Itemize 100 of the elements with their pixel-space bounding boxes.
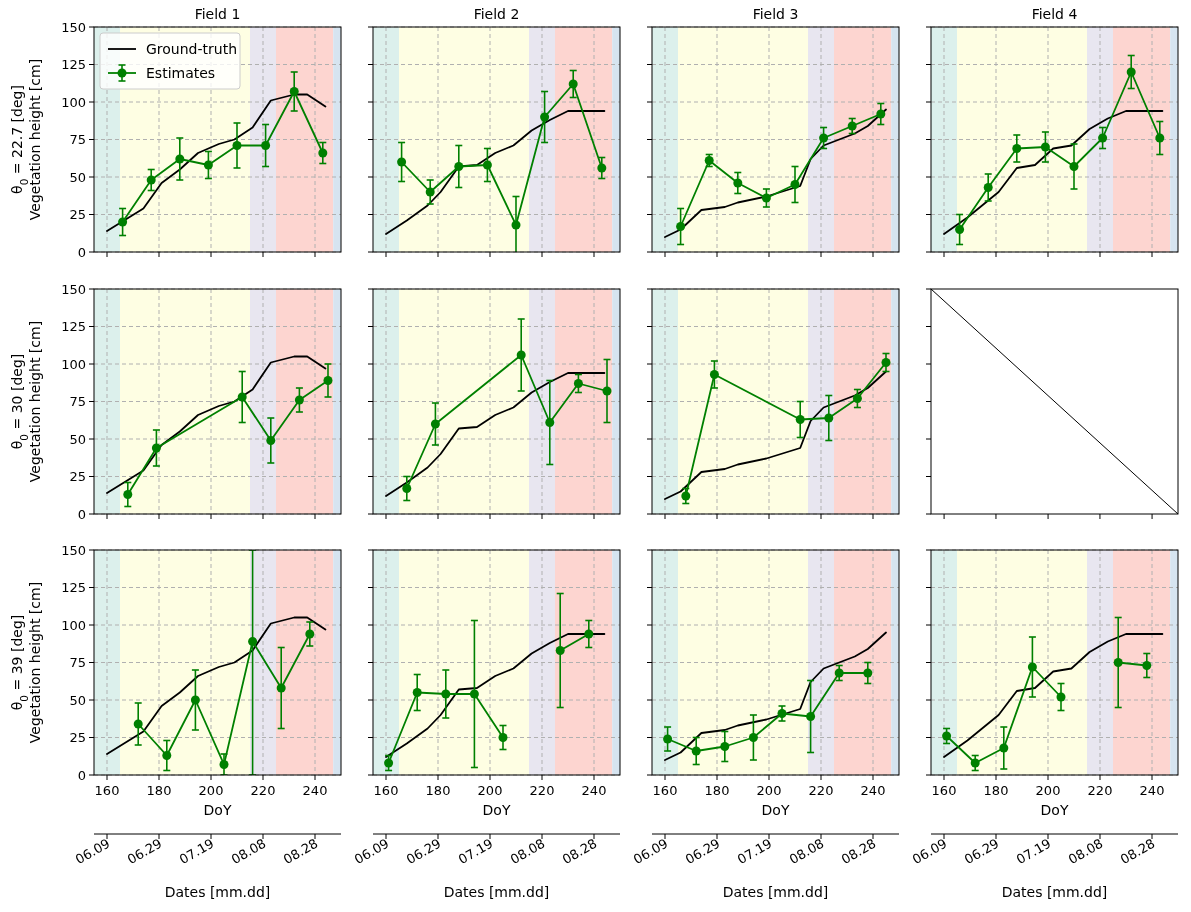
point (323, 376, 333, 385)
point (777, 709, 787, 718)
point (1027, 662, 1037, 672)
point (545, 418, 555, 427)
y-tick-label: 25 (69, 207, 86, 222)
x2-axis-title: Dates [mm.dd] (722, 884, 829, 900)
y-tick-label: 25 (69, 469, 86, 484)
x-tick-label: 200 (477, 783, 503, 798)
point (691, 746, 701, 756)
point (469, 689, 479, 699)
point (824, 413, 834, 423)
y-tick-label: 50 (69, 692, 86, 708)
point (676, 222, 686, 231)
point (232, 141, 242, 150)
x-axis-title: DoY (482, 802, 511, 818)
y-tick-label: 75 (69, 394, 86, 409)
point (454, 162, 464, 171)
point (261, 141, 271, 150)
point (294, 395, 304, 405)
point (834, 668, 844, 678)
y-tick-label: 100 (61, 94, 86, 110)
point (709, 370, 719, 379)
point (441, 689, 451, 699)
point (955, 225, 965, 234)
point (133, 719, 143, 729)
x-tick-label: 240 (1139, 783, 1165, 798)
y-tick-label: 50 (69, 431, 86, 447)
y-tick-label: 125 (61, 580, 86, 595)
x-tick-label: 180 (425, 783, 451, 798)
point (942, 731, 952, 741)
y-tick-label: 0 (77, 244, 86, 260)
line-series (106, 616, 327, 755)
x-tick-label: 180 (983, 783, 1009, 798)
point (402, 484, 412, 493)
point (412, 688, 422, 697)
x-axis-title: DoY (1040, 802, 1069, 818)
y-tick-label: 100 (61, 356, 86, 372)
point (175, 154, 185, 164)
x-tick-label: 200 (198, 783, 224, 798)
point (397, 157, 407, 167)
point (1126, 67, 1136, 77)
chart-title: Field 2 (473, 6, 520, 22)
x-tick-label: 220 (808, 783, 834, 798)
point (498, 733, 508, 742)
x-tick-label: 180 (704, 783, 730, 798)
point (1040, 142, 1050, 152)
point (118, 217, 128, 227)
chart-title: Field 1 (194, 6, 241, 22)
x-tick-label: 200 (1035, 783, 1061, 798)
y-tick-label: 25 (69, 730, 86, 745)
point (999, 743, 1009, 753)
chart-title: Field 4 (1031, 6, 1078, 22)
x2-axis-title: Dates [mm.dd] (1001, 884, 1108, 900)
point (790, 180, 800, 189)
legend-label: Ground-truth (146, 41, 238, 57)
point (970, 758, 980, 768)
point (219, 760, 229, 769)
y-tick-label: 50 (69, 169, 86, 185)
point (795, 415, 805, 424)
point (190, 695, 200, 705)
y-tick-label: 75 (69, 655, 86, 670)
x-tick-label: 240 (581, 783, 607, 798)
point (266, 436, 276, 445)
x2-axis-title: Dates [mm.dd] (443, 884, 550, 900)
legend-label: Estimates (146, 65, 216, 81)
point (482, 160, 492, 170)
point (1155, 133, 1165, 143)
point (162, 751, 172, 760)
y-tick-label: 0 (77, 506, 86, 522)
point (720, 742, 730, 751)
point (289, 87, 299, 96)
x-tick-label: 220 (250, 783, 276, 798)
x-tick-label: 220 (1087, 783, 1113, 798)
x-tick-label: 240 (302, 783, 328, 798)
point (584, 629, 594, 639)
point (681, 491, 691, 501)
point (1098, 133, 1108, 143)
point (511, 220, 521, 230)
point (602, 386, 612, 396)
x-tick-label: 240 (860, 783, 886, 798)
point (761, 193, 771, 203)
x-tick-label: 160 (94, 783, 120, 798)
y-tick-label: 0 (77, 767, 86, 783)
point (318, 148, 328, 158)
point (1113, 658, 1123, 667)
point (663, 734, 673, 744)
point (540, 112, 550, 122)
point (806, 712, 816, 721)
point (237, 392, 247, 402)
point (748, 733, 758, 742)
point (876, 109, 886, 119)
point (430, 419, 440, 429)
point (203, 160, 213, 170)
point (983, 183, 993, 192)
y-tick-label: 125 (61, 57, 86, 72)
point (248, 637, 258, 646)
point (1142, 661, 1152, 670)
point (597, 163, 607, 173)
point (863, 668, 873, 678)
point (1069, 162, 1079, 171)
